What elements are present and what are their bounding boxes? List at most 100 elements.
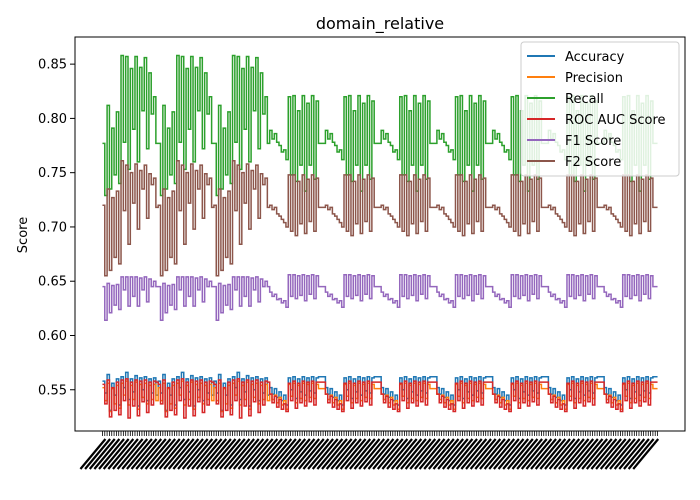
x-tick-label-mark	[516, 438, 543, 470]
x-tick-label-mark	[493, 438, 520, 470]
x-tick-label-mark	[483, 438, 511, 470]
x-tick-label-mark	[395, 438, 423, 470]
x-tick-label-mark	[465, 438, 492, 470]
x-tick-label-mark	[576, 438, 604, 470]
legend-label: F2 Score	[565, 155, 621, 170]
x-tick-label-mark	[358, 438, 386, 470]
x-tick-label-mark	[386, 438, 413, 470]
x-tick-label-mark	[172, 438, 200, 470]
legend-label: F1 Score	[565, 134, 621, 149]
x-tick-label-mark	[307, 438, 334, 470]
legend-label: Recall	[565, 92, 604, 107]
x-tick-label-mark	[446, 438, 474, 470]
x-tick-label-mark	[339, 438, 367, 470]
x-tick-label-mark	[167, 438, 195, 470]
x-tick-label-mark	[409, 438, 437, 470]
x-tick-label-mark	[571, 438, 599, 470]
x-tick-label-mark	[228, 438, 255, 470]
x-tick-label-mark	[390, 438, 418, 470]
x-tick-label-mark	[544, 438, 571, 470]
x-tick-label-mark	[623, 438, 650, 470]
x-tick-label-mark	[130, 438, 158, 470]
y-tick-label: 0.70	[38, 220, 67, 235]
x-tick-label-mark	[265, 438, 293, 470]
x-tick-label-mark	[330, 438, 358, 470]
x-tick-label-mark	[279, 438, 307, 470]
x-tick-label-mark	[232, 438, 260, 470]
x-tick-label-mark	[418, 438, 446, 470]
x-tick-label-mark	[520, 438, 548, 470]
x-tick-label-mark	[163, 438, 190, 470]
x-tick-label-mark	[325, 438, 353, 470]
x-tick-label-mark	[414, 438, 441, 470]
x-tick-label-mark	[335, 438, 362, 470]
x-tick-label-mark	[381, 438, 409, 470]
x-tick-label-mark	[599, 438, 627, 470]
y-axis-label: Score	[16, 217, 31, 253]
x-tick-label-mark	[423, 438, 451, 470]
legend: Accuracy Precision Recall ROC AUC Score F1 S…	[520, 41, 680, 177]
x-tick-label-mark	[451, 438, 478, 470]
x-tick-label-mark	[511, 438, 539, 470]
x-tick-label-mark	[618, 438, 646, 470]
x-tick-label-mark	[344, 438, 372, 470]
x-tick-label-mark	[530, 438, 557, 470]
x-tick-label-mark	[274, 438, 302, 470]
x-tick-label-mark	[302, 438, 330, 470]
x-tick-label-mark	[98, 438, 125, 470]
x-tick-label-mark	[400, 438, 427, 470]
x-tick-label-mark	[590, 438, 618, 470]
x-tick-label-mark	[427, 438, 455, 470]
x-tick-label-mark	[349, 438, 376, 470]
x-tick-label-mark	[367, 438, 395, 470]
x-tick-label-mark	[627, 438, 655, 470]
x-tick-label-mark	[223, 438, 251, 470]
x-tick-label-mark	[177, 438, 204, 470]
x-tick-label-mark	[474, 438, 502, 470]
x-tick-label-mark	[362, 438, 390, 470]
x-tick-label-mark	[153, 438, 181, 470]
x-tick-label-mark	[353, 438, 381, 470]
x-tick-label-mark	[116, 438, 144, 470]
x-tick-label-mark	[376, 438, 404, 470]
x-tick-label-mark	[502, 438, 530, 470]
x-tick-label-mark	[121, 438, 149, 470]
x-tick-label-mark	[506, 438, 534, 470]
x-tick-label-mark	[200, 438, 228, 470]
x-tick-label-mark	[632, 438, 660, 470]
x-tick-label-mark	[237, 438, 265, 470]
x-tick-label-mark	[469, 438, 497, 470]
x-tick-label-mark	[88, 438, 116, 470]
x-tick-label-mark	[242, 438, 269, 470]
x-tick-label-mark	[372, 438, 399, 470]
x-tick-label-mark	[195, 438, 223, 470]
x-tick-label-mark	[404, 438, 432, 470]
x-tick-label-mark	[246, 438, 274, 470]
plot-frame	[74, 36, 686, 432]
x-tick-label-mark	[288, 438, 316, 470]
x-tick-label-mark	[283, 438, 311, 470]
x-tick-label-mark	[191, 438, 218, 470]
x-tick-label-mark	[558, 438, 585, 470]
x-tick-label-mark	[293, 438, 320, 470]
x-tick-label-mark	[311, 438, 339, 470]
x-tick-label-mark	[321, 438, 348, 470]
x-tick-label-mark	[553, 438, 581, 470]
x-tick-label-mark	[548, 438, 576, 470]
y-tick-label: 0.60	[38, 329, 67, 344]
x-tick-label-mark	[205, 438, 232, 470]
x-tick-label-mark	[186, 438, 214, 470]
x-tick-label-mark	[595, 438, 622, 470]
legend-label: Precision	[565, 71, 623, 86]
y-tick-label: 0.80	[38, 112, 67, 127]
x-tick-label-mark	[214, 438, 242, 470]
y-tick-label: 0.75	[38, 166, 67, 181]
plot-area	[102, 54, 658, 419]
x-tick-label-mark	[102, 438, 130, 470]
legend-box	[520, 41, 680, 177]
x-tick-label-mark	[488, 438, 516, 470]
series-line-roc-auc-score	[102, 378, 658, 419]
x-tick-label-mark	[613, 438, 641, 470]
